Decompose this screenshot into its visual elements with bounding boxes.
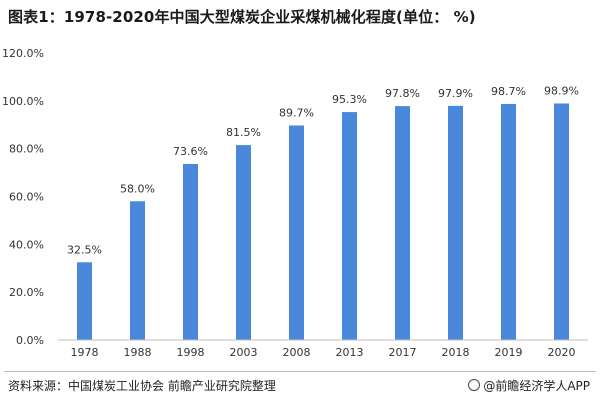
chart-title: 图表1：1978-2020年中国大型煤炭企业采煤机械化程度(单位： %) bbox=[8, 8, 476, 26]
bar-value-label: 97.9% bbox=[438, 87, 473, 100]
x-tick-label: 2017 bbox=[389, 346, 417, 359]
y-tick-label: 20.0% bbox=[9, 286, 44, 299]
y-tick-label: 100.0% bbox=[2, 95, 44, 108]
bar bbox=[183, 163, 198, 340]
y-tick-label: 40.0% bbox=[9, 238, 44, 251]
brand-credit: @前瞻经济学人APP bbox=[468, 377, 590, 394]
x-tick-label: 2018 bbox=[442, 346, 470, 359]
bar bbox=[236, 145, 251, 340]
x-tick-label: 1978 bbox=[71, 346, 99, 359]
x-tick-label: 2019 bbox=[495, 346, 523, 359]
y-tick-label: 80.0% bbox=[9, 143, 44, 156]
bar bbox=[448, 105, 463, 340]
bar bbox=[554, 103, 569, 340]
bar-value-label: 73.6% bbox=[173, 145, 208, 158]
bar-value-label: 89.7% bbox=[279, 106, 314, 119]
bar bbox=[501, 103, 516, 340]
bar bbox=[289, 125, 304, 340]
x-tick-label: 2020 bbox=[548, 346, 576, 359]
x-tick-label: 2013 bbox=[336, 346, 364, 359]
bar-value-label: 97.8% bbox=[385, 87, 420, 100]
bar-chart: 0.0% 20.0% 40.0% 60.0% 80.0% 100.0% 120.0% 32.… bbox=[2, 47, 588, 359]
footer: 资料来源：中国煤炭工业协会 前瞻产业研究院整理 @前瞻经济学人APP bbox=[0, 363, 600, 404]
y-axis: 0.0% 20.0% 40.0% 60.0% 80.0% 100.0% 120.0% bbox=[2, 47, 44, 347]
bars: 32.5% 58.0% 73.6% 81.5% 89.7% 95.3% 97.8% 97.9%… bbox=[67, 84, 579, 341]
y-tick-label: 60.0% bbox=[9, 191, 44, 204]
bar bbox=[77, 262, 92, 340]
footer-divider bbox=[4, 371, 596, 372]
bar-value-label: 98.7% bbox=[491, 85, 526, 98]
bar-value-label: 98.9% bbox=[544, 84, 579, 97]
x-axis: 1978 1988 1998 2003 2008 2013 2017 2018 2019 2020 bbox=[58, 339, 588, 359]
x-tick-label: 2008 bbox=[283, 346, 311, 359]
bar bbox=[395, 106, 410, 340]
bar bbox=[130, 201, 145, 340]
bar bbox=[342, 112, 357, 341]
x-tick-label: 1988 bbox=[124, 346, 152, 359]
bar-value-label: 95.3% bbox=[332, 93, 367, 106]
x-tick-label: 2003 bbox=[230, 346, 258, 359]
source-note: 资料来源：中国煤炭工业协会 前瞻产业研究院整理 bbox=[8, 379, 276, 393]
y-tick-label: 120.0% bbox=[2, 47, 44, 60]
x-tick-label: 1998 bbox=[177, 346, 205, 359]
bar-value-label: 58.0% bbox=[120, 182, 155, 195]
bar-value-label: 81.5% bbox=[226, 126, 261, 139]
brand-text: @前瞻经济学人APP bbox=[483, 379, 590, 393]
bar-value-label: 32.5% bbox=[67, 243, 102, 256]
brand-logo-icon bbox=[468, 379, 481, 391]
y-tick-label: 0.0% bbox=[16, 334, 44, 347]
